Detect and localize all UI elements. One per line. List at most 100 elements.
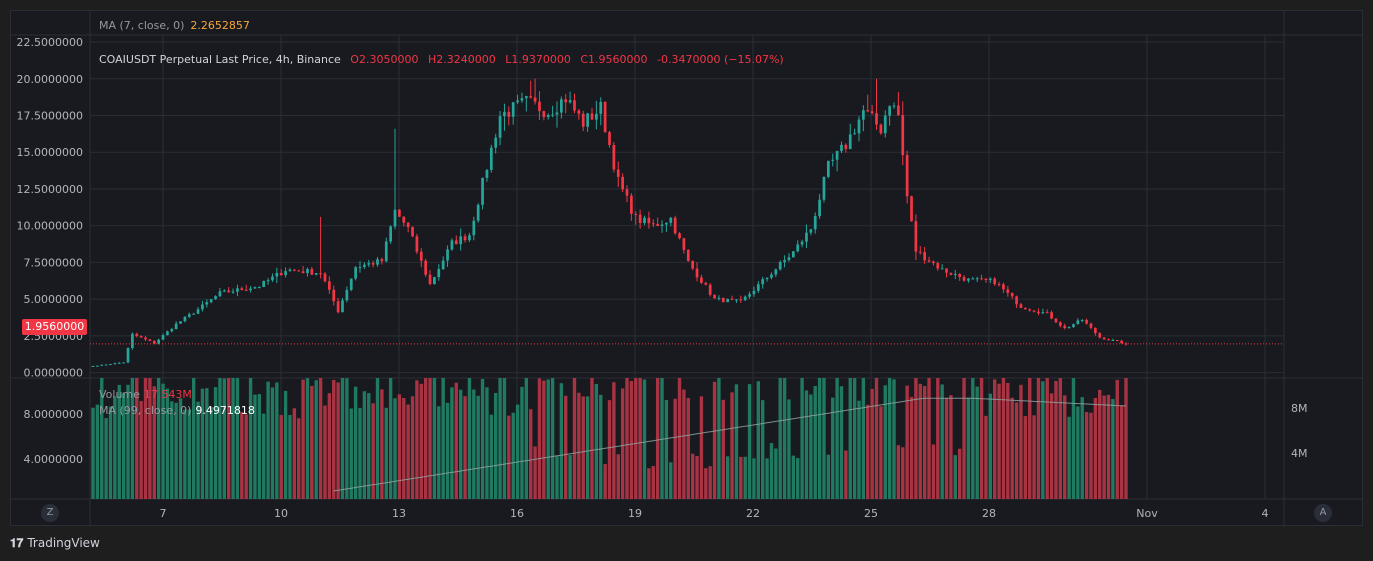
time-tick-label: 13 bbox=[392, 507, 406, 520]
volume-bar bbox=[1014, 402, 1019, 499]
volume-bar bbox=[835, 378, 839, 499]
candle-body bbox=[625, 189, 629, 196]
volume-bar bbox=[1006, 382, 1010, 499]
candle-body bbox=[984, 278, 988, 281]
volume-bar bbox=[590, 378, 594, 499]
candle-body bbox=[918, 251, 922, 253]
candle-body bbox=[1010, 292, 1014, 297]
candle-body bbox=[800, 241, 804, 245]
candle-body bbox=[1032, 310, 1036, 312]
time-tick-label: 28 bbox=[982, 507, 996, 520]
candle-body bbox=[174, 323, 178, 330]
candle-body bbox=[380, 259, 384, 262]
volume-bar bbox=[178, 398, 183, 499]
candle-body bbox=[713, 294, 716, 299]
candle-body bbox=[997, 284, 1001, 286]
candle-body bbox=[1098, 333, 1102, 338]
volume-bar bbox=[616, 454, 620, 499]
volume-bar bbox=[1041, 381, 1045, 499]
volume-bar bbox=[218, 378, 222, 499]
ma-indicator-legend[interactable]: MA (7, close, 0) 2.2652857 bbox=[99, 19, 250, 32]
volume-legend[interactable]: Volume 17.543M bbox=[99, 388, 192, 401]
volume-bar bbox=[1054, 380, 1058, 499]
candle-body bbox=[857, 119, 861, 134]
candle-body bbox=[660, 224, 664, 226]
volume-bar bbox=[441, 378, 445, 499]
volume-bar bbox=[559, 383, 564, 499]
close-value: C1.9560000 bbox=[580, 53, 648, 66]
volume-ma-legend[interactable]: MA (99, close, 0) 9.4971818 bbox=[99, 404, 255, 417]
auto-scale-button[interactable]: A bbox=[1314, 504, 1332, 522]
volume-bar bbox=[782, 378, 787, 499]
candle-body bbox=[231, 291, 235, 293]
zoom-toggle-button[interactable]: Z bbox=[41, 504, 59, 522]
candle-body bbox=[428, 274, 432, 284]
volume-bar bbox=[607, 400, 612, 499]
volume-bar bbox=[804, 390, 809, 499]
tradingview-logo[interactable]: 𝟏𝟕 TradingView bbox=[10, 536, 100, 551]
volume-bar bbox=[397, 394, 402, 499]
candle-body bbox=[1080, 319, 1084, 321]
volume-bar bbox=[642, 379, 647, 499]
volume-bar bbox=[100, 378, 104, 499]
volume-bar bbox=[787, 399, 791, 499]
volume-bar bbox=[546, 379, 550, 499]
candle-body bbox=[109, 364, 112, 366]
candle-body bbox=[306, 269, 309, 274]
chart-frame: 0.0000000 2.5000000 5.0000000 7.5000000 10.0… bbox=[10, 10, 1364, 527]
volume-bar bbox=[1023, 416, 1028, 499]
volume-bar bbox=[1093, 397, 1098, 499]
volume-bar bbox=[1089, 412, 1093, 499]
volume-bar bbox=[1001, 378, 1006, 499]
price-tick-label: 20.0000000 bbox=[17, 73, 83, 86]
candle-body bbox=[840, 144, 843, 152]
volume-tick-label-right: 8M bbox=[1291, 402, 1308, 415]
volume-bar bbox=[988, 393, 992, 499]
candle-body bbox=[104, 364, 108, 366]
volume-bar bbox=[914, 378, 918, 499]
candle-body bbox=[897, 105, 900, 116]
volume-bar bbox=[620, 388, 625, 499]
candle-body bbox=[468, 235, 471, 241]
volume-bar bbox=[266, 381, 270, 499]
volume-bar bbox=[1063, 395, 1067, 499]
candle-body bbox=[170, 329, 174, 332]
candle-body bbox=[962, 277, 966, 281]
volume-bar bbox=[1045, 378, 1049, 499]
volume-tick-label-left: 8.0000000 bbox=[24, 408, 84, 421]
candle-body bbox=[879, 124, 883, 134]
candle-body bbox=[1107, 339, 1110, 341]
candle-body bbox=[218, 291, 222, 297]
volume-bar bbox=[406, 404, 410, 499]
chart-canvas[interactable]: 0.00000002.50000005.00000007.500000010.0… bbox=[11, 11, 1364, 527]
volume-bar bbox=[113, 396, 117, 499]
candle-body bbox=[406, 222, 410, 227]
candle-body bbox=[651, 223, 655, 225]
candle-body bbox=[818, 199, 821, 217]
volume-bar bbox=[388, 378, 393, 499]
volume-bar bbox=[1080, 397, 1084, 499]
candle-body bbox=[1085, 319, 1088, 324]
candle-body bbox=[748, 294, 751, 297]
candle-body bbox=[665, 222, 668, 225]
candle-body bbox=[586, 113, 589, 127]
volume-bar bbox=[1067, 416, 1071, 499]
candle-body bbox=[529, 96, 533, 98]
volume-bar bbox=[336, 382, 340, 499]
volume-bar bbox=[949, 395, 953, 499]
candle-body bbox=[157, 339, 161, 344]
volume-bar bbox=[682, 389, 686, 499]
candle-body bbox=[603, 101, 607, 133]
candle-body bbox=[813, 216, 817, 230]
volume-bar bbox=[585, 396, 590, 499]
volume-bar bbox=[883, 385, 887, 499]
price-tick-label: 12.5000000 bbox=[17, 183, 83, 196]
candle-body bbox=[384, 241, 388, 262]
candle-body bbox=[844, 144, 848, 149]
volume-bar bbox=[520, 386, 524, 499]
candle-body bbox=[756, 284, 760, 291]
symbol-legend[interactable]: COAIUSDT Perpetual Last Price, 4h, Binan… bbox=[99, 53, 790, 66]
candle-body bbox=[310, 269, 314, 275]
volume-bar bbox=[95, 404, 100, 499]
volume-bar bbox=[747, 384, 752, 499]
